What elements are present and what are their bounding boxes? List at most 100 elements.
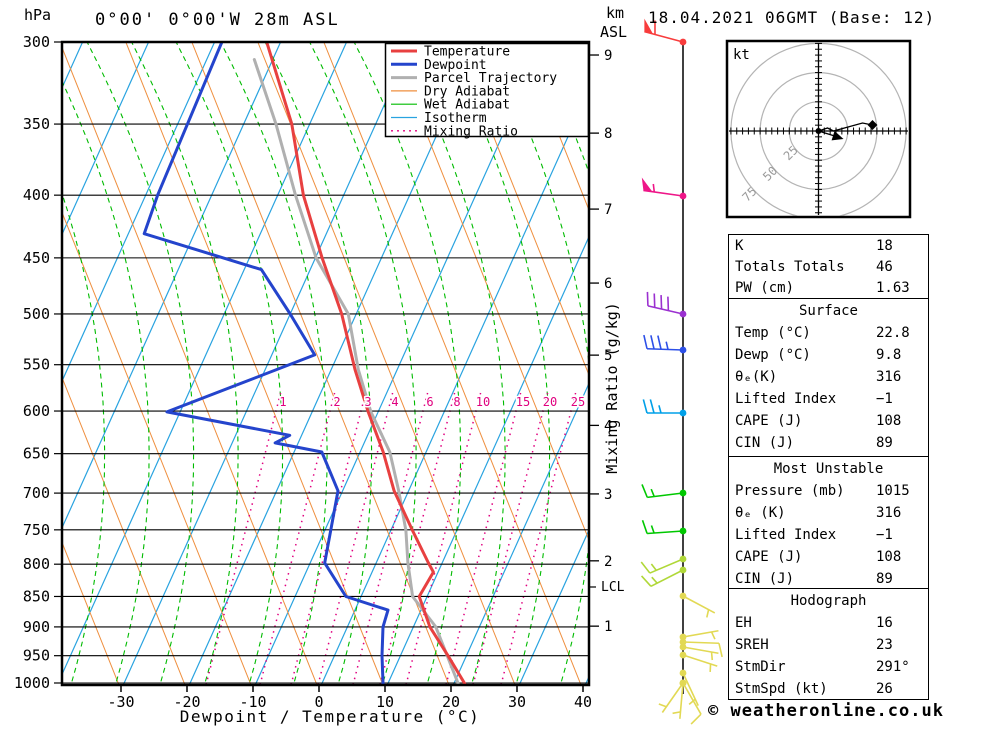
row-label: StmDir <box>735 659 786 675</box>
station-title: 0°00' 0°00'W 28m ASL <box>95 10 340 30</box>
isotherm-line <box>518 529 589 685</box>
dry-adiabat-line <box>389 42 589 541</box>
mixing-ratio-label: 8 <box>453 395 460 409</box>
row-value: 89 <box>876 571 893 587</box>
parcel-trajectory-curve <box>252 58 461 685</box>
temperature-curve <box>265 42 468 685</box>
wind-barb <box>679 592 716 618</box>
row-value: 1.63 <box>876 280 910 296</box>
table-row: EH 16 <box>735 612 928 634</box>
stats-table-indices: K 18 Totals Totals 46 PW (cm) 1.63 <box>728 234 929 299</box>
temperature-tick-labels: -30 -20 -10 0 10 20 30 40 <box>107 685 592 711</box>
km-tick-label: 9 <box>604 48 612 64</box>
wet-adiabat-line <box>62 193 106 685</box>
wet-adiabat-line <box>0 42 16 690</box>
mixing-ratio-line <box>352 392 429 685</box>
pressure-tick-label: 650 <box>23 445 50 463</box>
dry-adiabat-line <box>521 42 589 211</box>
isotherm-line <box>452 382 589 685</box>
km-tick-label: 5 <box>604 348 612 364</box>
row-label: θₑ(K) <box>735 369 778 385</box>
wet-adiabat-line <box>62 81 150 685</box>
isotherm-line <box>386 236 589 685</box>
table-title: Hodograph <box>790 593 867 609</box>
dry-adiabat-line <box>62 47 318 685</box>
legend-label: Parcel Trajectory <box>424 71 557 86</box>
row-value: 316 <box>876 505 902 521</box>
x-axis-title: Dewpoint / Temperature (°C) <box>179 707 481 726</box>
isotherm-line <box>254 42 546 685</box>
table-row: CAPE (J) 108 <box>735 546 928 568</box>
table-row: Totals Totals 46 <box>735 257 928 278</box>
table-row: CAPE (J) 108 <box>735 410 928 432</box>
wet-adiabat-line <box>353 42 462 685</box>
mixing-ratio-label: 10 <box>476 395 490 409</box>
wind-barb <box>679 643 719 661</box>
temperature-tick-label: 20 <box>442 693 460 711</box>
row-value: 316 <box>876 369 902 385</box>
mixing-ratio-label: 3 <box>364 395 371 409</box>
legend-label: Temperature <box>424 45 510 60</box>
isotherm-line <box>188 42 480 685</box>
mixing-ratio-line <box>500 392 577 685</box>
stats-panel: K 18 Totals Totals 46 PW (cm) 1.63 Surface Tem… <box>728 234 929 700</box>
legend-label: Dry Adiabat <box>424 84 510 99</box>
row-value: −1 <box>876 391 893 407</box>
km-tick-label: 1 <box>604 619 612 635</box>
hodograph-end-marker <box>867 120 878 130</box>
table-row: K 18 <box>735 236 928 257</box>
row-label: PW (cm) <box>735 280 795 296</box>
mixing-ratio-label: 15 <box>516 395 530 409</box>
isotherm-line <box>62 42 282 529</box>
mixing-ratio-labels: 1 2 3 4 6 8 10 15 20 25 <box>278 394 587 411</box>
temperature-tick-label: 0 <box>314 693 323 711</box>
row-label: Pressure (mb) <box>735 483 845 499</box>
km-axis-unit: km <box>606 4 625 22</box>
legend-label: Dewpoint <box>424 58 487 73</box>
pressure-tick-label: 800 <box>23 555 50 573</box>
row-value: 89 <box>876 435 893 451</box>
isotherm-line <box>122 42 414 685</box>
wet-adiabat-line <box>531 42 589 174</box>
table-row: Pressure (mb) 1015 <box>735 480 928 502</box>
pressure-tick-label: 750 <box>23 521 50 539</box>
row-label: Totals Totals <box>735 259 845 275</box>
row-value: 46 <box>876 259 893 275</box>
wind-barb <box>679 638 723 658</box>
legend-label: Isotherm <box>424 111 487 126</box>
km-axis: 9 8 7 6 5 4 3 2 1 LCL <box>589 48 625 635</box>
pressure-tick-label: 300 <box>23 33 50 51</box>
mixing-ratio-label: 4 <box>391 395 398 409</box>
pressure-tick-label: 350 <box>23 115 50 133</box>
legend-label: Mixing Ratio <box>424 124 518 139</box>
pressure-tick-label: 400 <box>23 186 50 204</box>
wet-adiabat-line <box>487 42 589 685</box>
table-row: CIN (J) 89 <box>735 432 928 454</box>
mixing-ratio-label: 25 <box>571 395 585 409</box>
row-value: 22.8 <box>876 325 910 341</box>
dry-adiabat-line <box>191 42 450 685</box>
pressure-tick-label: 550 <box>23 356 50 374</box>
row-value: 291° <box>876 659 910 675</box>
table-row: StmSpd (kt) 26 <box>735 678 928 700</box>
footer-credit: © weatheronline.co.uk <box>708 701 944 721</box>
mixing-ratio-label: 2 <box>333 395 340 409</box>
wind-barb <box>641 484 687 499</box>
mixing-ratio-label: 6 <box>426 395 433 409</box>
pressure-tick-label: 900 <box>23 618 50 636</box>
km-tick-label: 4 <box>604 418 612 434</box>
mixing-ratio-line <box>445 392 522 685</box>
wet-adiabat-line <box>309 42 417 685</box>
wind-barb <box>679 669 699 706</box>
row-label: θₑ (K) <box>735 505 786 521</box>
temperature-tick-label: 40 <box>574 693 592 711</box>
pressure-tick-label: 1000 <box>14 674 50 692</box>
wind-barb <box>641 177 687 200</box>
wind-barb <box>641 520 687 535</box>
stats-table-surface: Surface Temp (°C) 22.8 Dewp (°C) 9.8 θₑ(K) 316… <box>728 298 929 457</box>
stats-table-most-unstable: Most Unstable Pressure (mb) 1015 θₑ (K) 316 L… <box>728 456 929 589</box>
table-row: StmDir 291° <box>735 656 928 678</box>
mixing-ratio-line <box>472 392 549 685</box>
